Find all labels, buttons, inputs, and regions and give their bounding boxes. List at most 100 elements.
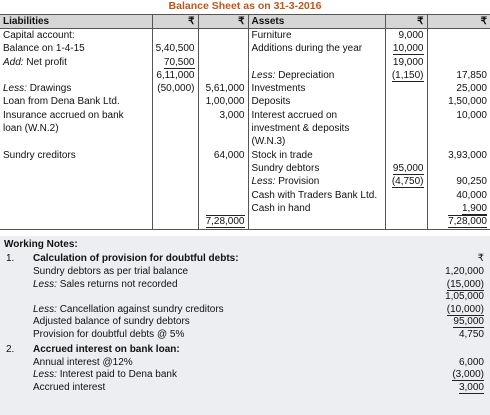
cell-text: 3,000: [458, 381, 484, 394]
table-row: Balance on 1-4-15 5,40,500 Additions durin…: [0, 42, 490, 56]
table-cell: 70,500: [151, 55, 198, 70]
table-row: Sundry debtors 95,000: [0, 162, 490, 176]
cell-text: 5,40,500: [155, 43, 195, 55]
table-cell: [197, 55, 248, 70]
cell-text: (4,750): [391, 176, 424, 189]
table-cell: 40,000: [426, 188, 490, 203]
table-row: (W.N.3): [0, 135, 490, 149]
cell-text: 4,750: [458, 329, 484, 340]
table-cell: [247, 55, 385, 70]
cell-text: Drawings: [29, 83, 72, 95]
cell-text: (50,000): [157, 83, 195, 95]
table-cell: [197, 122, 248, 136]
table-cell: Capital account:: [0, 29, 152, 43]
table-cell: loan (W.N.2): [0, 122, 152, 135]
table-cell: [151, 175, 198, 189]
table-cell: Cash in hand: [247, 202, 385, 216]
notes-title: Working Notes:: [4, 239, 78, 250]
note-label: Sundry debtors as per trial balance: [33, 266, 188, 278]
table-cell: [384, 95, 427, 110]
table-cell: [426, 28, 490, 43]
currency: ₹: [477, 253, 484, 264]
note-label: Adjusted balance of sundry debtors: [33, 316, 190, 328]
cell-text: Deposits: [251, 96, 291, 108]
table-cell: [0, 162, 152, 175]
column-header: Assets: [247, 13, 385, 30]
table-cell: [426, 42, 490, 56]
note-line: Adjusted balance of sundry debtors 95,000: [0, 316, 490, 329]
italic-prefix: Less:: [33, 278, 57, 290]
table-cell: Insurance accrued on bank: [0, 109, 152, 122]
table-cell: [151, 215, 198, 230]
note-amount: 6,000: [459, 357, 484, 369]
table-row: Cash in hand 1,900: [0, 202, 490, 216]
cell-text: Balance on 1-4-15: [3, 43, 85, 55]
table-cell: [384, 82, 427, 96]
cell-text: 90,250: [456, 176, 487, 188]
table-cell: Furniture: [247, 28, 385, 43]
table-cell: 5,61,000: [197, 82, 248, 96]
table-cell: [197, 188, 248, 203]
cell-text: Sales returns not recorded: [59, 278, 178, 290]
cell-text: 17,850: [456, 69, 487, 81]
table-cell: [197, 69, 248, 83]
table-cell: Less: Provision: [247, 175, 385, 189]
cell-text: 3,000: [219, 109, 245, 121]
note-label: Provision for doubtful debts @ 5%: [33, 329, 184, 341]
table-cell: 9,000: [384, 28, 427, 43]
note-heading: 1. Calculation of provision for doubtful …: [0, 253, 490, 265]
table-cell: (4,750): [384, 175, 427, 189]
cell-text: (10,000): [446, 303, 484, 316]
cell-text: Provision for doubtful debts @ 5%: [33, 329, 185, 340]
table-row: Loan from Dena Bank Ltd. 1,00,000 Deposits…: [0, 95, 490, 110]
cell-text: Depreciation: [278, 69, 335, 81]
cell-text: 64,000: [213, 149, 245, 161]
table-cell: [426, 162, 490, 176]
table-row: loan (W.N.2) investment & deposits: [0, 122, 490, 136]
note-amount: 1,05,000: [445, 291, 484, 303]
table-row: 7,28,000 7,28,000: [0, 215, 490, 230]
cell-text: 1,50,000: [448, 96, 487, 108]
table-cell: Balance on 1-4-15: [0, 43, 152, 56]
table-cell: [384, 148, 427, 163]
cell-text: Additions during the year: [251, 43, 363, 55]
column-header: ₹: [384, 13, 427, 30]
note-line: Less: Sales returns not recorded (15,000): [0, 278, 490, 291]
table-cell: [151, 148, 198, 163]
table-cell: [0, 202, 152, 215]
table-cell: (50,000): [151, 82, 198, 96]
cell-text: 1,900: [461, 202, 487, 215]
cell-text: Accrued interest: [33, 381, 106, 393]
table-cell: [426, 55, 490, 70]
cell-text: 40,000: [456, 189, 487, 201]
cell-text: 7,28,000: [205, 215, 245, 229]
note-amount: 95,000: [453, 316, 484, 329]
table-cell: Add: Net profit: [0, 56, 152, 69]
table-cell: Stock in trade: [247, 148, 385, 163]
table-cell: (W.N.3): [247, 135, 385, 149]
title: Balance Sheet as on 31-3-2016: [168, 0, 322, 12]
table-cell: investment & deposits: [247, 122, 385, 136]
note-line: Sundry debtors as per trial balance 1,20,…: [0, 266, 490, 278]
note-amount: 4,750: [459, 329, 484, 341]
italic-prefix: Less:: [33, 369, 57, 381]
cell-text: 6,000: [458, 356, 484, 368]
cell-text: 1,00,000: [205, 96, 245, 108]
cell-text: 7,28,000: [448, 215, 487, 229]
cell-text: Cash with Traders Bank Ltd.: [251, 189, 378, 201]
table-row: Sundry creditors 64,000 Stock in trade 3,93…: [0, 148, 490, 163]
note-line: Less: Interest paid to Dena bank (3,000): [0, 369, 490, 382]
table-cell: 3,93,000: [426, 148, 490, 163]
note-number: 2.: [6, 343, 15, 355]
cell-text: Investments: [251, 83, 306, 95]
cell-text: Interest accrued on: [251, 109, 338, 121]
cell-text: 3,93,000: [448, 149, 487, 161]
table-cell: 25,000: [426, 82, 490, 96]
cell-text: Interest paid to Dena bank: [59, 369, 177, 381]
cell-text: (3,000): [452, 369, 484, 382]
table-cell: 17,850: [426, 69, 490, 83]
cell-text: 10,000: [456, 109, 487, 121]
cell-text: 6,11,000: [156, 69, 195, 81]
table-cell: (1,150): [384, 69, 427, 83]
column-header: ₹: [197, 13, 248, 30]
